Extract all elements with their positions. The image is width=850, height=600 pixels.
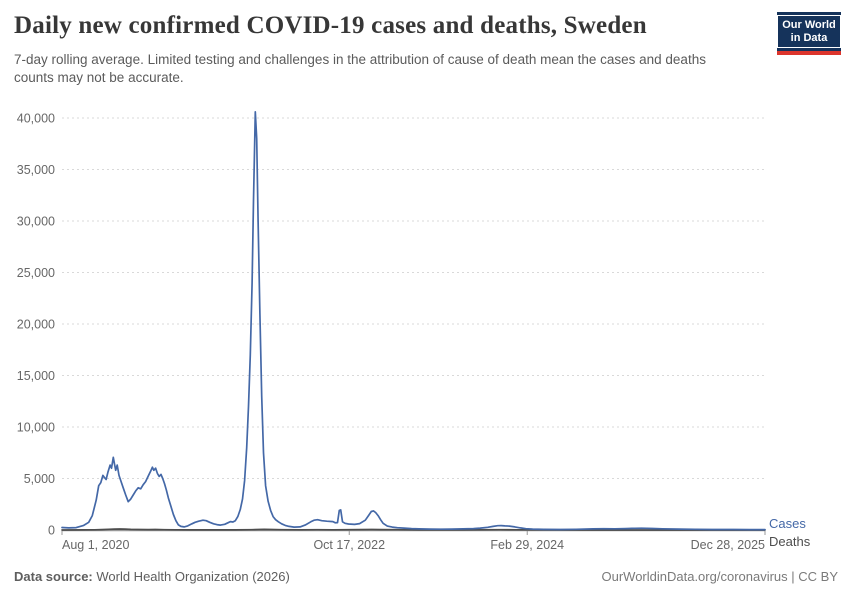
page-title: Daily new confirmed COVID-19 cases and d…	[14, 12, 647, 39]
series-label-deaths: Deaths	[769, 534, 811, 549]
x-axis-tick-label: Oct 17, 2022	[313, 538, 385, 552]
owid-logo-line1: Our World	[782, 19, 836, 31]
y-axis-tick-label: 25,000	[17, 266, 55, 280]
chart-subtitle: 7-day rolling average. Limited testing a…	[14, 52, 706, 85]
owid-logo-line2: in Data	[790, 31, 828, 44]
owid-logo-box: Our World in Data	[777, 12, 841, 51]
x-axis-tick-label: Dec 28, 2025	[691, 538, 765, 552]
y-axis-tick-label: 30,000	[17, 215, 55, 229]
y-axis-tick-label: 10,000	[17, 421, 55, 435]
y-axis-tick-label: 0	[48, 524, 55, 538]
y-axis-tick-label: 40,000	[17, 112, 55, 126]
y-axis-tick-label: 5,000	[24, 472, 55, 486]
data-source-note: Data source: World Health Organization (…	[14, 569, 290, 584]
data-source-value: World Health Organization (2026)	[92, 569, 290, 584]
series-label-cases: Cases	[769, 516, 806, 531]
credit-link[interactable]: OurWorldinData.org/coronavirus | CC BY	[601, 569, 838, 584]
series-line-cases	[61, 110, 766, 531]
owid-logo-text: Our World in Data	[777, 15, 841, 48]
y-axis-tick-label: 35,000	[17, 163, 55, 177]
x-axis-tick-label: Feb 29, 2024	[490, 538, 564, 552]
data-source-label: Data source:	[14, 569, 93, 584]
series-line-deaths	[61, 528, 766, 531]
y-axis-tick-label: 20,000	[17, 318, 55, 332]
x-axis-tick-label: Aug 1, 2020	[62, 538, 129, 552]
y-axis-tick-label: 15,000	[17, 369, 55, 383]
owid-logo[interactable]: Our World in Data	[777, 12, 841, 55]
